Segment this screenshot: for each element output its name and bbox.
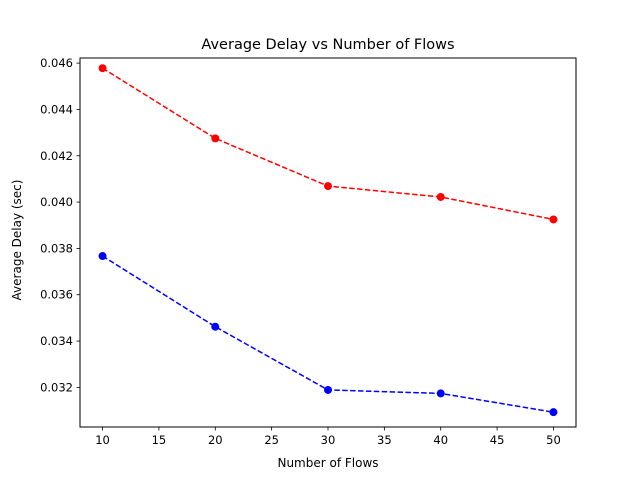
series-1-point: [98, 64, 107, 73]
series-2: [98, 252, 558, 417]
plot-frame: [79, 57, 577, 428]
y-axis-label: Average Delay (sec): [10, 180, 24, 301]
series-layer: [98, 64, 558, 417]
x-tick-label: 20: [208, 433, 223, 447]
x-tick-label: 30: [321, 433, 336, 447]
y-tick-label: 0.044: [40, 102, 73, 116]
series-1-point: [436, 192, 445, 201]
x-tick-label: 10: [95, 433, 110, 447]
series-2-point: [98, 252, 107, 261]
x-tick-label: 35: [377, 433, 392, 447]
x-axis-label: Number of Flows: [277, 456, 378, 470]
series-2-point: [324, 385, 332, 394]
series-1: [98, 64, 558, 224]
y-tick-label: 0.042: [40, 149, 73, 163]
series-1-point: [549, 215, 558, 224]
series-1-point: [324, 182, 332, 191]
y-tick-label: 0.038: [40, 241, 73, 255]
x-tick-label: 50: [546, 433, 561, 447]
chart-title: Average Delay vs Number of Flows: [201, 37, 454, 53]
series-2-point: [549, 408, 558, 417]
x-tick-label: 25: [264, 433, 279, 447]
y-tick-label: 0.040: [40, 195, 73, 209]
axis-ticks: 10 15 20 25 30 35 40 45 50 0.032 0.034 0.036 0.038 0.…: [40, 56, 561, 447]
x-tick-label: 15: [152, 433, 167, 447]
series-1-point: [211, 134, 220, 143]
y-tick-label: 0.032: [40, 380, 73, 394]
series-2-point: [436, 389, 445, 398]
y-tick-label: 0.036: [40, 288, 73, 302]
y-tick-label: 0.034: [40, 334, 73, 348]
y-tick-label: 0.046: [40, 56, 73, 70]
x-tick-label: 45: [490, 433, 505, 447]
series-2-point: [211, 322, 220, 331]
x-tick-label: 40: [433, 433, 448, 447]
